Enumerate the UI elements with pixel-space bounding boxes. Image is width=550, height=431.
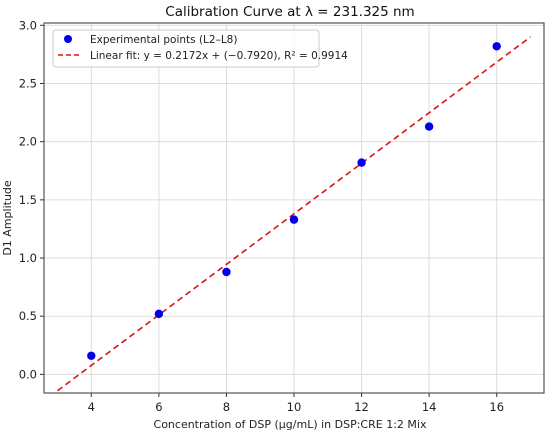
legend-marker-points xyxy=(64,35,72,43)
grid xyxy=(44,23,544,393)
axis-ticks: 4 6 8 10 12 14 16 0.0 0.5 1.0 1.5 2.0 2.5 3.0 xyxy=(19,18,504,414)
points-layer xyxy=(87,42,501,360)
data-point xyxy=(357,158,366,167)
data-point xyxy=(424,122,434,131)
x-tick-label: 14 xyxy=(422,400,437,414)
y-tick-label: 2.5 xyxy=(19,77,37,91)
x-tick-label: 12 xyxy=(354,400,369,414)
y-axis-label: D1 Amplitude xyxy=(1,180,14,256)
y-tick-label: 0.5 xyxy=(19,309,37,323)
x-tick-label: 10 xyxy=(287,400,302,414)
data-point xyxy=(492,42,501,51)
x-tick-label: 8 xyxy=(223,400,230,414)
x-tick-label: 6 xyxy=(155,400,162,414)
legend-box xyxy=(52,29,320,68)
y-tick-label: 1.5 xyxy=(19,193,37,207)
linear-fit-line xyxy=(57,36,531,392)
data-point xyxy=(222,267,231,277)
chart-title: Calibration Curve at λ = 231.325 nm xyxy=(165,4,414,20)
data-point xyxy=(87,351,96,360)
data-point xyxy=(154,309,164,319)
y-tick-label: 0.0 xyxy=(19,367,37,381)
x-axis-label: Concentration of DSP (μg/mL) in DSP:CRE … xyxy=(154,418,427,431)
fit-line-layer xyxy=(57,36,531,392)
y-tick-label: 1.0 xyxy=(19,251,37,265)
y-tick-label: 3.0 xyxy=(19,18,37,32)
x-tick-label: 4 xyxy=(88,400,95,414)
x-tick-label: 16 xyxy=(489,400,504,414)
legend-label-points: Experimental points (L2–L8) xyxy=(90,34,237,46)
legend-label-fit: Linear fit: y = 0.2172x + (−0.7920), R² … xyxy=(90,50,348,62)
data-point xyxy=(289,215,299,224)
legend: Experimental points (L2–L8) Linear fit: … xyxy=(52,29,348,68)
y-tick-label: 2.0 xyxy=(19,135,37,149)
